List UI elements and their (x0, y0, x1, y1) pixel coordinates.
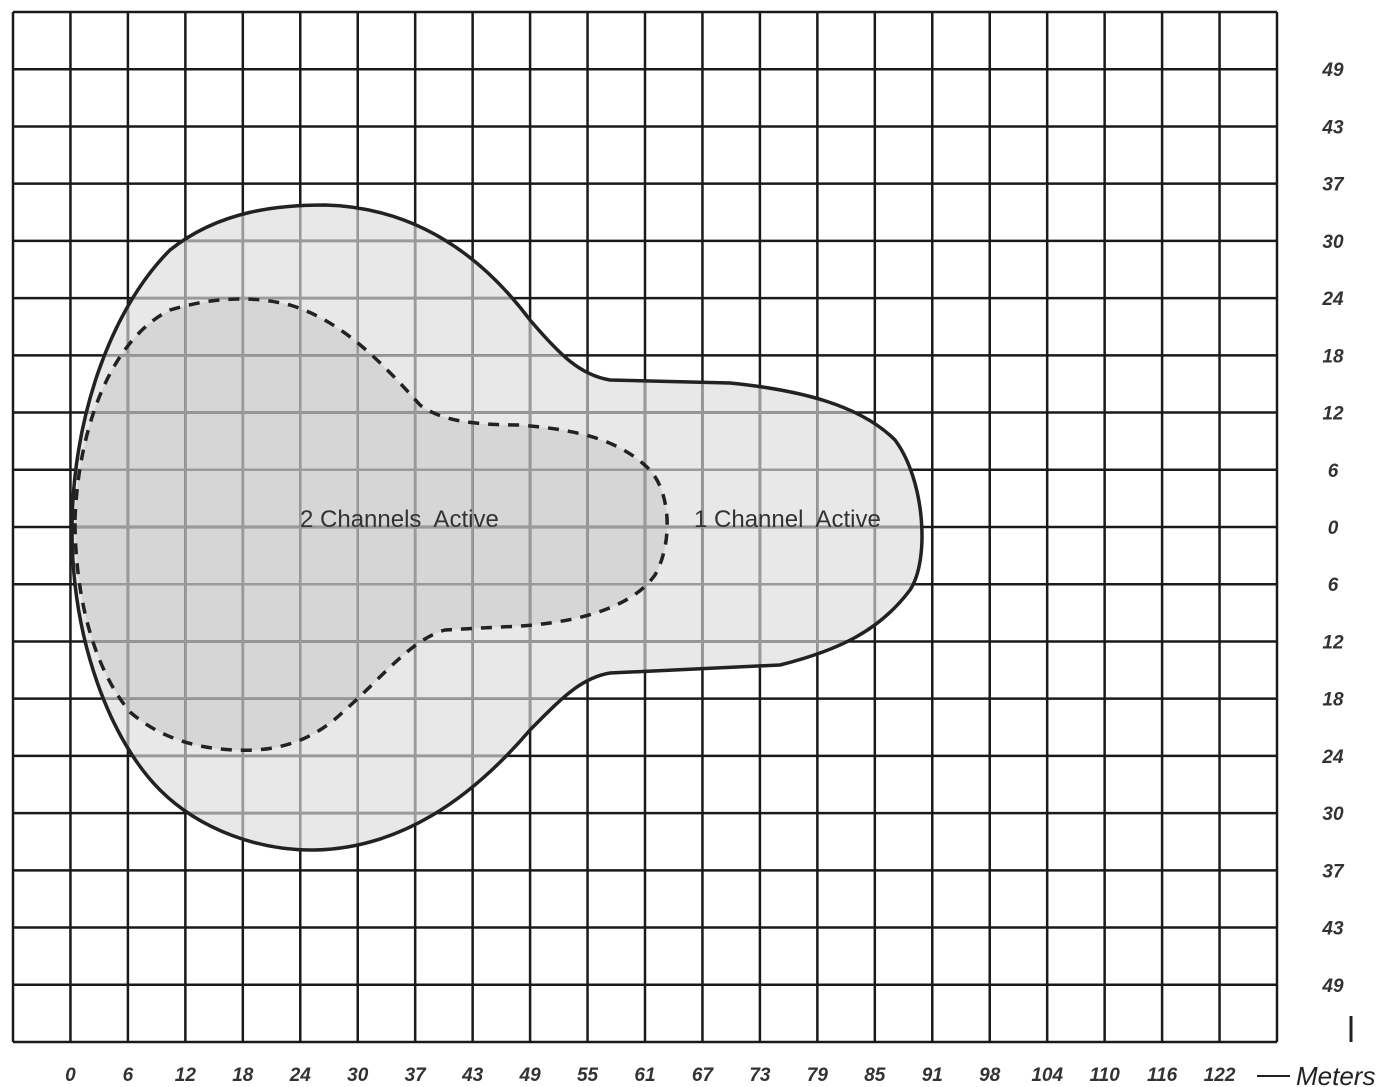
y-tick-label: 12 (1322, 632, 1344, 653)
one-channel-label: 1 Channel Active (694, 506, 881, 533)
x-tick-label: 43 (461, 1065, 484, 1086)
x-tick-label: 67 (692, 1065, 715, 1086)
x-tick-label: 110 (1089, 1065, 1120, 1086)
x-axis-unit-label: Meters (1296, 1061, 1375, 1087)
one-channel-boundary (70, 203, 924, 852)
x-tick-label: 91 (922, 1065, 943, 1086)
y-tick-label: 49 (1321, 976, 1344, 997)
y-tick-label: 12 (1322, 404, 1344, 425)
x-tick-label: 0 (65, 1065, 76, 1086)
x-tick-label: 49 (519, 1065, 542, 1086)
x-tick-label: 6 (123, 1065, 134, 1086)
x-tick-label: 104 (1031, 1065, 1063, 1086)
x-tick-label: 18 (232, 1065, 254, 1086)
y-tick-label: 24 (1321, 289, 1344, 310)
y-tick-label: 0 (1328, 518, 1339, 539)
two-channels-label: 2 Channels Active (300, 506, 499, 533)
y-tick-label: 49 (1321, 60, 1344, 81)
x-tick-label: 73 (749, 1065, 771, 1086)
y-tick-label: 37 (1322, 861, 1345, 882)
y-tick-label: 24 (1321, 747, 1344, 768)
y-tick-label: 6 (1328, 461, 1339, 482)
y-tick-label: 30 (1322, 804, 1344, 825)
y-tick-label: 18 (1322, 690, 1344, 711)
x-tick-label: 98 (979, 1065, 1001, 1086)
x-tick-label: 79 (807, 1065, 829, 1086)
y-tick-label: 6 (1328, 575, 1339, 596)
y-tick-label: 37 (1322, 175, 1345, 196)
x-axis-tick-labels: 0 6 12 18 24 30 37 43 49 55 61 67 73 79 85 91 98 104 110 11… (65, 1065, 1236, 1086)
y-tick-label: 30 (1322, 232, 1344, 253)
x-tick-label: 37 (405, 1065, 428, 1086)
x-tick-label: 122 (1204, 1065, 1236, 1086)
two-channels-boundary (73, 297, 669, 752)
x-tick-label: 116 (1147, 1065, 1178, 1086)
x-tick-label: 55 (577, 1065, 599, 1086)
y-tick-label: 18 (1322, 346, 1344, 367)
x-tick-label: 24 (289, 1065, 312, 1086)
x-tick-label: 12 (175, 1065, 197, 1086)
y-tick-label: 43 (1321, 117, 1344, 138)
y-axis-tick-labels: 49 43 37 30 24 18 12 6 0 6 12 18 24 30 37 43 49 (1321, 60, 1345, 997)
x-tick-label: 85 (864, 1065, 886, 1086)
y-tick-label: 43 (1321, 919, 1344, 940)
x-tick-label: 30 (347, 1065, 369, 1086)
x-tick-label: 61 (634, 1065, 655, 1086)
